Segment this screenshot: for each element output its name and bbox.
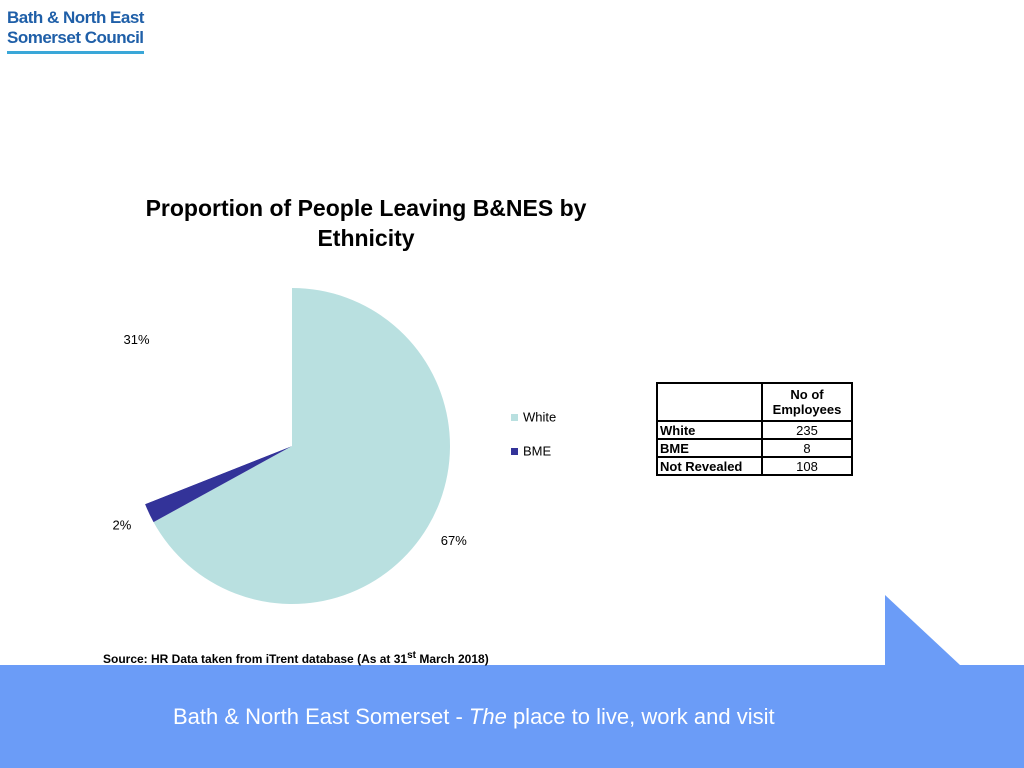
row-label: Not Revealed <box>656 456 763 476</box>
pie-slice <box>145 446 292 523</box>
logo-line: Somerset Council <box>7 28 144 47</box>
footer-band <box>0 665 1024 768</box>
source-text: Source: HR Data taken from iTrent databa… <box>103 652 408 666</box>
footer-text: Bath & North East Somerset - The place t… <box>173 704 775 730</box>
data-label: 2% <box>112 517 131 532</box>
legend-label: BME <box>523 443 552 458</box>
legend-label: White <box>523 409 556 424</box>
footer-tail: place to live, work and visit <box>506 704 775 729</box>
footer-emph: The <box>468 704 507 729</box>
cell: 108 <box>761 456 853 476</box>
cell: 8 <box>761 438 853 458</box>
legend-swatch <box>511 414 518 421</box>
cell: 235 <box>761 420 853 440</box>
source-sup: st <box>407 650 416 661</box>
source-note: Source: HR Data taken from iTrent databa… <box>103 650 489 666</box>
footer-lead: Bath & North East Somerset - <box>173 704 469 729</box>
data-label: 67% <box>441 533 467 548</box>
chart-title: Proportion of People Leaving B&NES by Et… <box>145 195 587 251</box>
row-label: White <box>656 420 763 440</box>
logo-line: Bath & North East <box>7 8 144 27</box>
pie-slice <box>153 288 450 604</box>
row-label: BME <box>656 438 763 458</box>
table-corner <box>656 382 763 422</box>
source-text: March 2018) <box>416 652 489 666</box>
logo: Bath & North East Somerset Council <box>7 8 144 54</box>
footer-shape <box>885 595 960 665</box>
pie-slice <box>133 288 292 505</box>
legend-swatch <box>511 448 518 455</box>
data-table: No of Employees White 235 BME 8 Not Reveal… <box>656 382 853 476</box>
table-header: No of Employees <box>761 382 853 422</box>
data-label: 31% <box>123 332 149 347</box>
